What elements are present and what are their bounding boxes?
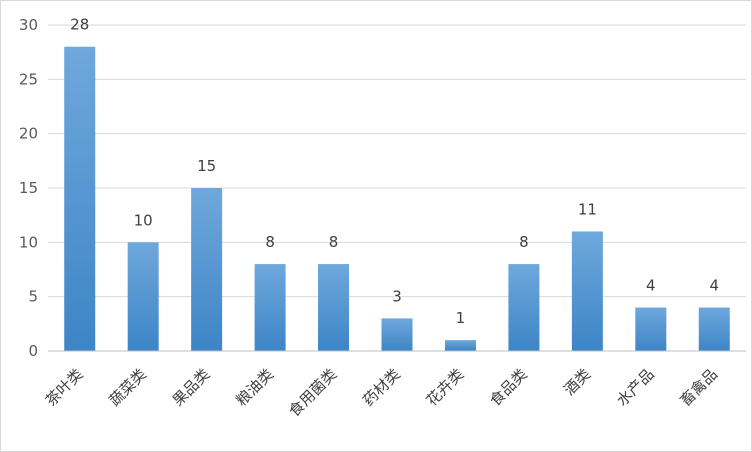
data-label: 3: [392, 287, 402, 305]
category-label: 水产品: [613, 365, 658, 410]
data-label: 15: [197, 157, 216, 175]
data-label: 10: [134, 211, 153, 229]
y-tick-label: 5: [28, 288, 38, 306]
bar: [64, 46, 96, 351]
category-label: 食用菌类: [285, 365, 340, 420]
data-label: 28: [70, 16, 89, 34]
category-label: 酒类: [560, 365, 594, 399]
category-label: 畜禽品: [677, 365, 722, 410]
bar: [444, 340, 476, 351]
category-label: 蔬菜类: [105, 365, 150, 410]
bars: [64, 46, 730, 351]
y-tick-label: 15: [19, 179, 38, 197]
bar: [318, 264, 350, 351]
data-label: 4: [646, 277, 656, 295]
y-tick-label: 30: [19, 16, 38, 34]
category-labels: 茶叶类 蔬菜类 果品类 粮油类 食用菌类 药材类 花卉类 食品类 酒类 水产品 畜禽品: [42, 365, 721, 420]
category-label: 药材类: [359, 365, 404, 410]
y-tick-label: 20: [19, 125, 38, 143]
bar: [698, 307, 730, 351]
category-label: 茶叶类: [42, 365, 87, 410]
bar: [254, 264, 286, 351]
y-tick-label: 25: [19, 70, 38, 88]
grid-lines: [48, 24, 746, 298]
bar: [508, 264, 540, 351]
category-label: 花卉类: [423, 365, 468, 410]
bar: [127, 242, 159, 351]
y-tick-label: 10: [19, 233, 38, 251]
bar: [191, 188, 223, 351]
y-tick-label: 0: [28, 342, 38, 360]
bar: [571, 231, 603, 351]
category-label: 食品类: [486, 365, 531, 410]
data-label: 8: [329, 233, 339, 251]
data-label: 8: [519, 233, 529, 251]
data-label: 4: [709, 277, 719, 295]
bar: [381, 318, 413, 351]
y-axis-ticks: 0 5 10 15 20 25 30: [19, 16, 38, 360]
category-label: 粮油类: [232, 365, 277, 410]
bar: [635, 307, 667, 351]
data-label: 8: [265, 233, 275, 251]
category-label: 果品类: [169, 365, 214, 410]
data-label: 11: [578, 200, 597, 218]
data-label: 1: [456, 309, 466, 327]
